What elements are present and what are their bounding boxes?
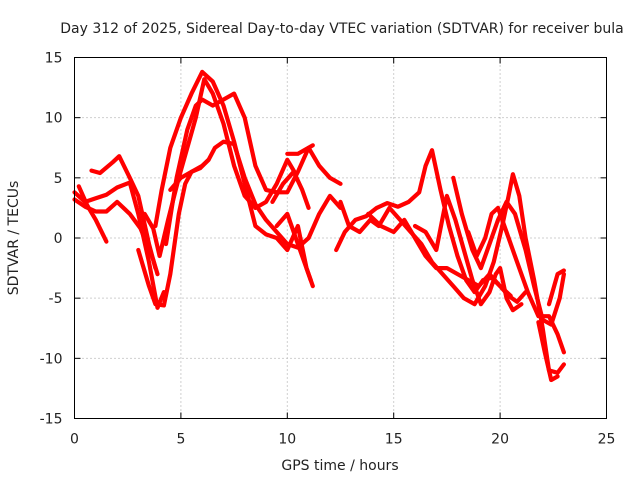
data-series (72, 69, 566, 383)
series-track-12 (285, 143, 315, 156)
x-axis-label: GPS time / hours (281, 458, 398, 474)
series-track-16 (412, 193, 524, 313)
series-track-3 (76, 184, 109, 244)
axis-ticks: 0 5 10 15 20 25 -15 -10 -5 0 5 10 15 (40, 51, 616, 448)
y-tick-label: -10 (40, 351, 63, 367)
x-tick-label: 10 (278, 432, 296, 448)
x-tick-label: 0 (70, 432, 79, 448)
y-tick-label: -15 (40, 412, 63, 428)
y-axis-label: SDTVAR / TECUs (6, 181, 22, 296)
series-track-20 (546, 268, 566, 307)
series-track-10 (270, 169, 311, 210)
series-track-1 (72, 180, 166, 310)
series-track-6 (142, 77, 298, 259)
series-track-11 (274, 211, 313, 283)
x-tick-label: 20 (491, 432, 509, 448)
x-tick-label: 15 (385, 432, 403, 448)
series-track-4 (89, 154, 158, 271)
y-tick-label: 10 (45, 111, 63, 127)
series-track-8 (163, 91, 343, 247)
series-track-7 (153, 69, 315, 289)
chart-title: Day 312 of 2025, Sidereal Day-to-day VTE… (60, 21, 623, 37)
series-track-19 (536, 320, 560, 383)
y-tick-label: 15 (45, 51, 63, 67)
x-tick-label: 25 (598, 432, 616, 448)
x-tick-label: 5 (176, 432, 185, 448)
series-track-15 (366, 211, 513, 298)
y-tick-label: -5 (49, 291, 63, 307)
series-track-9 (168, 139, 343, 250)
series-track-5 (136, 157, 211, 308)
series-track-18 (466, 205, 566, 355)
y-tick-label: 0 (54, 231, 63, 247)
series-track-2 (72, 197, 160, 277)
y-tick-label: 5 (54, 171, 63, 187)
